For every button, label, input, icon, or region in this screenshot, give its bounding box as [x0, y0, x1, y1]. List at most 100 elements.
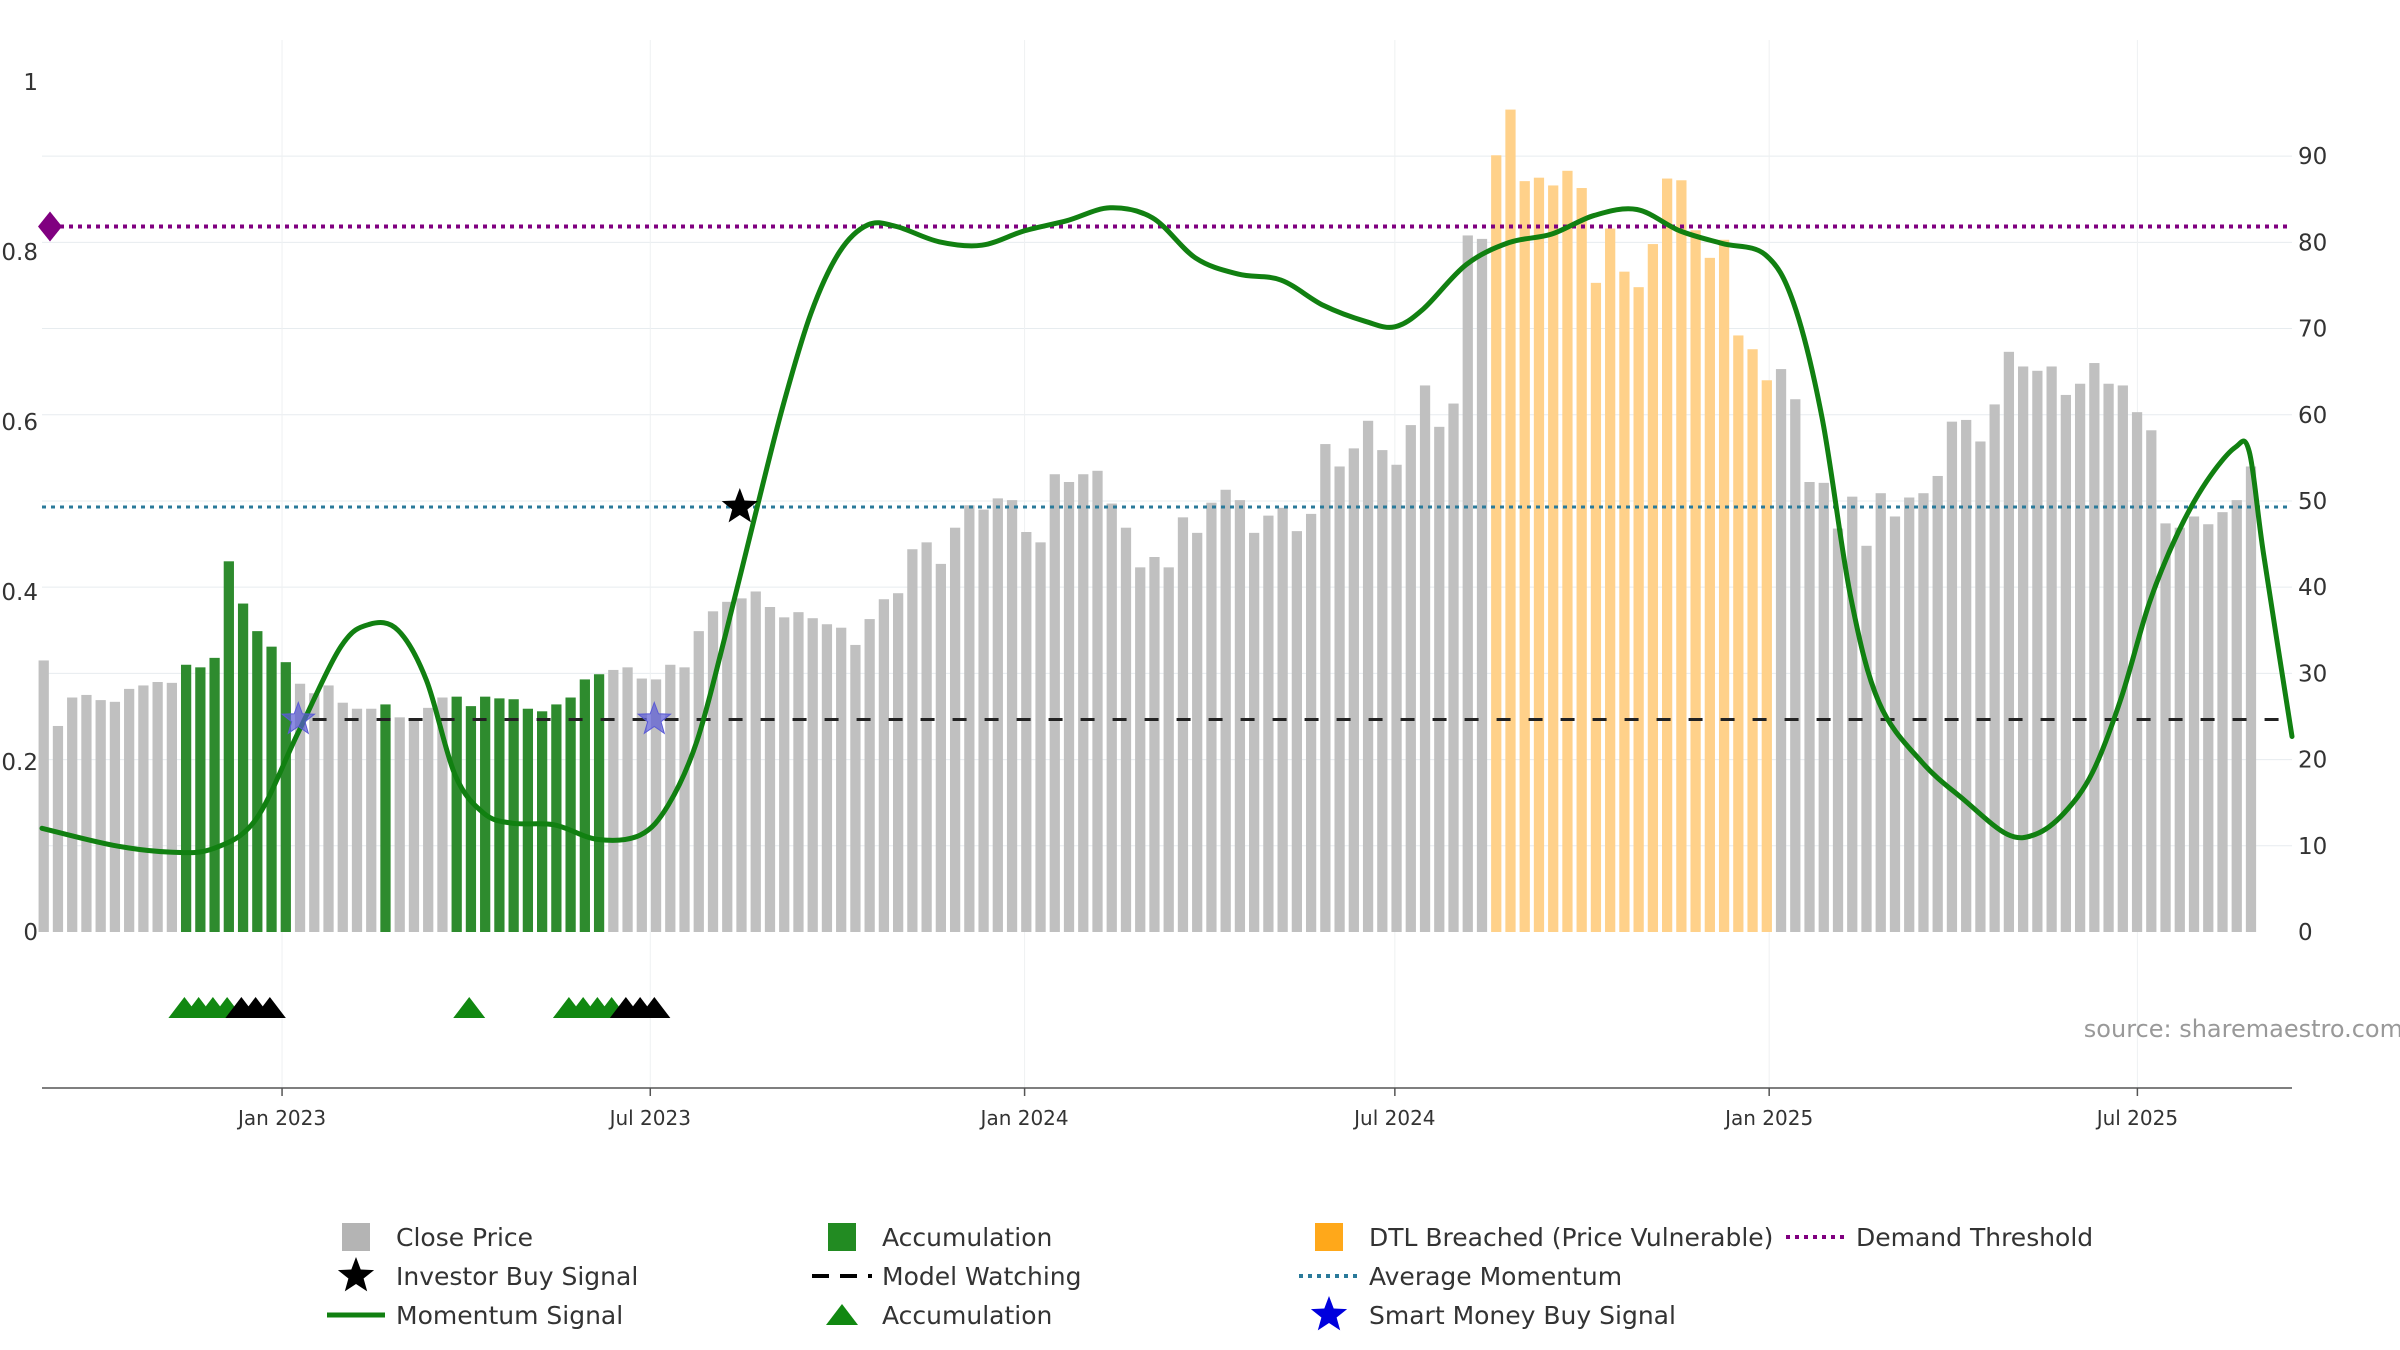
close-price-bar — [807, 618, 818, 932]
close-price-bar — [821, 624, 833, 932]
close-price-bar — [1263, 515, 1274, 932]
close-price-bar — [2018, 366, 2029, 932]
dtl-breached-bar — [1633, 287, 1644, 932]
accumulation-bar — [494, 698, 505, 932]
close-price-bar — [878, 599, 890, 932]
dtl-breached-bar — [1590, 282, 1602, 932]
close-price-bar — [992, 498, 1003, 932]
legend-item: Model Watching — [812, 1262, 1082, 1291]
close-price-bar — [1362, 420, 1374, 932]
y-left-tick-label: 0.4 — [1, 580, 38, 606]
legend-item: Accumulation — [828, 1223, 1052, 1252]
close-price-bar — [736, 598, 747, 932]
close-price-bar — [622, 667, 633, 932]
close-price-bar — [437, 697, 448, 932]
legend-label: Model Watching — [882, 1262, 1082, 1291]
close-price-bar — [1206, 502, 1217, 932]
close-price-bar — [964, 505, 975, 932]
close-price-bar — [2089, 363, 2100, 932]
close-price-bar — [1946, 421, 1958, 932]
legend-label: Smart Money Buy Signal — [1369, 1301, 1676, 1330]
close-price-bar — [366, 708, 377, 932]
close-price-bar — [779, 617, 790, 932]
close-price-bar — [1021, 532, 1032, 932]
close-price-bar — [636, 678, 647, 932]
dtl-breached-bar — [1718, 239, 1730, 933]
close-price-bar — [52, 725, 64, 932]
y-left-tick-label: 0.6 — [1, 410, 38, 436]
accumulation-triangle — [253, 997, 286, 1018]
dtl-breached-bar — [1562, 170, 1573, 933]
close-price-bar — [1006, 500, 1018, 932]
close-price-bar — [2203, 524, 2214, 932]
dtl-breached-bar — [1576, 188, 1587, 932]
close-price-bar — [1177, 517, 1189, 932]
close-price-bar — [750, 591, 761, 932]
smart-money-buy-star — [636, 701, 672, 735]
axes: Jan 2023 Jul 2023 Jan 2024 Jul 2024 Jan 2025… — [1, 70, 2327, 1130]
close-price-bar — [294, 683, 306, 932]
close-price-bar — [1818, 482, 1829, 932]
legend: Close Price Investor Buy Signal Momentum S… — [327, 1223, 2093, 1331]
x-tick-label: Jan 2024 — [979, 1106, 1069, 1130]
close-price-bar — [693, 631, 704, 932]
legend-square-icon — [342, 1223, 370, 1251]
accumulation-bar — [465, 706, 477, 932]
accumulation-bar — [565, 697, 576, 932]
y-right-tick-label: 80 — [2298, 230, 2327, 256]
close-price-bar — [309, 693, 320, 932]
close-price-bar — [337, 702, 348, 932]
close-price-bar — [2160, 523, 2171, 932]
close-price-bar — [1305, 513, 1317, 932]
accumulation-bar — [451, 696, 462, 932]
close-price-bar — [1804, 482, 1815, 932]
accumulation-bar — [593, 674, 605, 932]
dtl-breached-bar — [1519, 181, 1530, 932]
close-price-bar — [2188, 516, 2200, 932]
close-price-bar — [394, 717, 405, 932]
accumulation-bar — [195, 667, 206, 932]
investor-buy-star — [721, 488, 758, 523]
close-price-bar — [2032, 370, 2043, 932]
dtl-breached-bar — [1704, 257, 1715, 932]
legend-item: Accumulation — [826, 1301, 1052, 1330]
close-price-bar — [836, 627, 847, 932]
accumulation-bar — [237, 603, 249, 932]
close-price-bar — [2231, 500, 2242, 932]
x-tick-label: Jul 2023 — [608, 1106, 691, 1130]
close-price-bar — [2117, 385, 2128, 933]
legend-star-icon — [1310, 1296, 1348, 1331]
close-price-bar — [138, 685, 149, 932]
close-price-bar — [1049, 474, 1060, 932]
close-price-bar — [935, 563, 946, 932]
legend-item: Smart Money Buy Signal — [1310, 1296, 1676, 1331]
y-right-tick-label: 10 — [2298, 834, 2327, 860]
accumulation-bar — [579, 679, 590, 932]
close-price-bar — [1234, 500, 1246, 932]
close-price-bar — [1063, 482, 1075, 932]
close-price-bar — [1192, 532, 1203, 932]
accumulation-bar — [252, 631, 263, 932]
y-right-tick-label: 60 — [2298, 403, 2327, 429]
y-right-tick-label: 70 — [2298, 317, 2327, 343]
close-price-bar — [2217, 512, 2228, 932]
close-price-bar — [978, 509, 989, 932]
close-price-bar — [1149, 557, 1160, 932]
legend-label: DTL Breached (Price Vulnerable) — [1369, 1223, 1773, 1252]
close-price-bar — [1889, 516, 1901, 932]
x-tick-label: Jul 2024 — [1352, 1106, 1435, 1130]
y-right-tick-label: 90 — [2298, 144, 2327, 170]
close-price-bar — [1135, 567, 1146, 932]
close-price-bar — [1847, 496, 1858, 932]
close-price-bar — [893, 593, 904, 932]
close-price-bar — [1320, 444, 1331, 932]
dtl-breached-bar — [1548, 185, 1559, 933]
close-price-bar — [1092, 470, 1103, 932]
close-price-bar — [1462, 235, 1473, 933]
close-price-bar — [1448, 403, 1459, 932]
dtl-breached-bar — [1676, 180, 1687, 932]
close-price-bar — [1932, 475, 1943, 932]
legend-item: Investor Buy Signal — [337, 1257, 638, 1292]
legend-star-icon — [337, 1257, 375, 1292]
legend-label: Momentum Signal — [396, 1301, 623, 1330]
